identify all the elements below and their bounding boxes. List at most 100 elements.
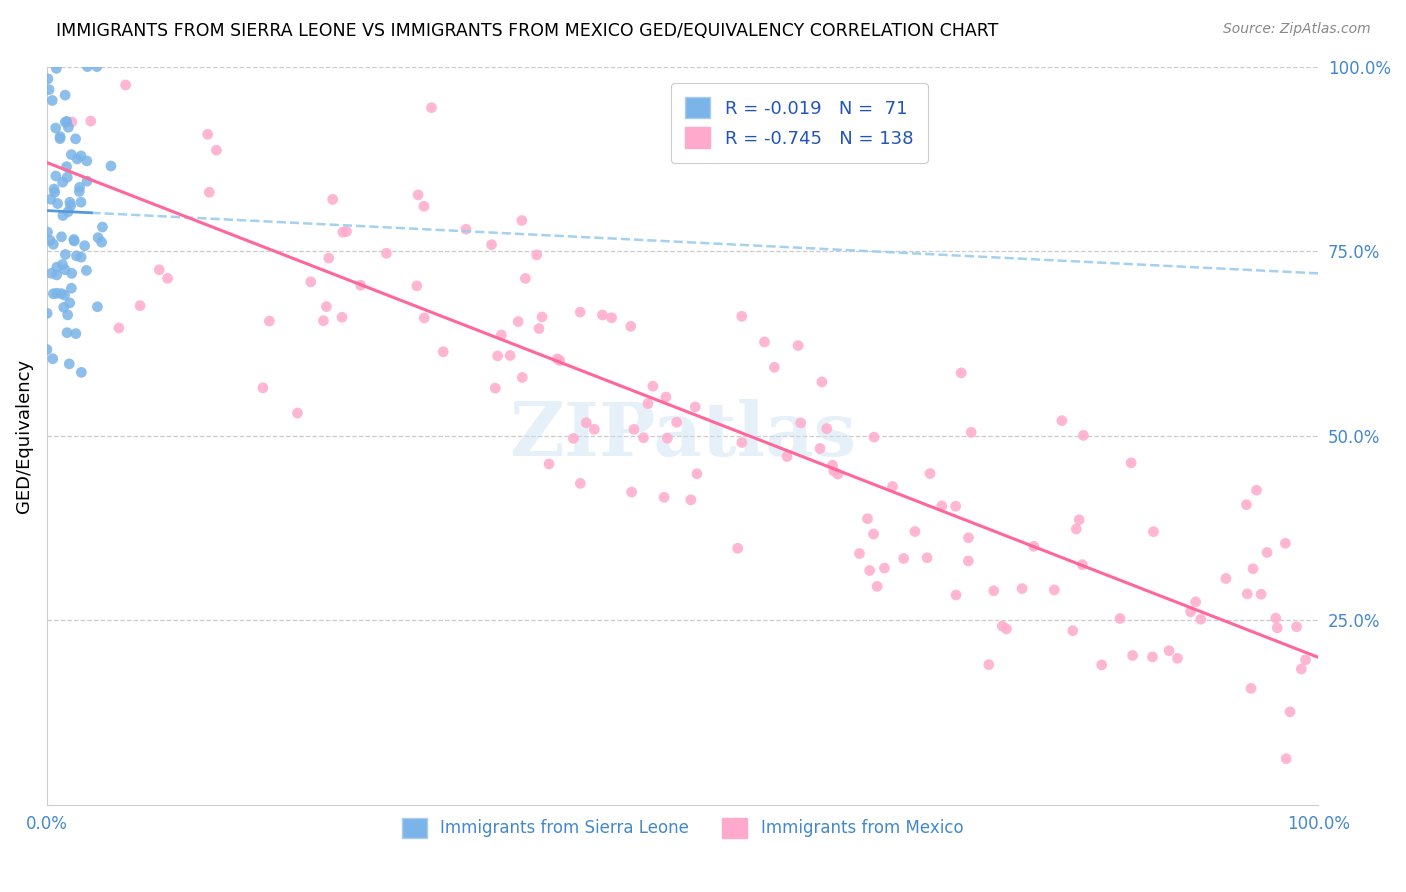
Point (950, 366, 973, 380)
Point (957, 554, 980, 568)
Point (76, 60, 98, 74)
Point (665, 415, 688, 429)
Point (863, 430, 886, 444)
Point (108, 321, 131, 335)
Point (1189, 612, 1212, 626)
Point (823, 464, 845, 478)
Point (652, 491, 675, 505)
Point (375, 246, 398, 260)
Point (1264, 611, 1286, 625)
Point (259, 314, 281, 328)
Point (56, 308, 79, 322)
Point (1274, 536, 1296, 550)
Point (1050, 414, 1073, 428)
Point (1236, 587, 1258, 601)
Point (882, 479, 904, 493)
Point (859, 564, 882, 578)
Point (600, 310, 623, 325)
Point (59, 198, 82, 212)
Point (1073, 428, 1095, 442)
Point (37, 225, 59, 239)
Point (413, 199, 436, 213)
Point (960, 425, 983, 440)
Point (53, 88, 76, 103)
Point (39, 233, 62, 247)
Point (508, 315, 530, 329)
Point (945, 588, 967, 602)
Point (1091, 657, 1114, 672)
Point (45, 62, 67, 76)
Point (1071, 558, 1094, 572)
Point (531, 310, 554, 324)
Point (546, 351, 568, 366)
Point (575, 416, 598, 430)
Point (114, 78, 136, 92)
Point (1157, 643, 1180, 657)
Point (315, 300, 337, 314)
Point (821, 458, 844, 472)
Point (510, 213, 533, 227)
Point (330, 310, 353, 325)
Point (1265, 621, 1288, 635)
Point (957, 531, 980, 545)
Point (60, 281, 83, 295)
Point (332, 225, 354, 239)
Point (39, 192, 62, 206)
Point (873, 561, 896, 575)
Point (1122, 648, 1144, 663)
Point (65, 326, 87, 341)
Point (633, 431, 655, 445)
Point (862, 527, 884, 541)
Point (811, 375, 834, 389)
Point (86, 300, 108, 314)
Point (55, 160, 77, 174)
Point (1062, 624, 1084, 638)
Point (76, 153, 98, 168)
Point (731, 310, 754, 324)
Point (46, 286, 69, 301)
Point (481, 237, 503, 252)
Point (49, 129, 72, 144)
Point (53, 247, 76, 261)
Point (683, 400, 706, 414)
Point (754, 334, 776, 349)
Point (808, 442, 831, 456)
Point (1241, 562, 1264, 576)
Point (945, 500, 967, 514)
Point (42, 351, 65, 366)
Point (1291, 662, 1313, 676)
Point (1142, 524, 1164, 539)
Point (893, 551, 915, 566)
Point (38, 82, 60, 96)
Point (1250, 587, 1272, 601)
Point (405, 278, 427, 293)
Point (59, 296, 82, 310)
Point (312, 313, 335, 327)
Point (335, 225, 357, 239)
Point (977, 657, 1000, 672)
Point (1234, 498, 1257, 512)
Point (983, 583, 1005, 598)
Point (45, 121, 67, 136)
Point (49, 131, 72, 145)
Point (318, 251, 340, 265)
Point (583, 422, 606, 436)
Point (591, 308, 613, 322)
Point (776, 450, 799, 464)
Point (1295, 653, 1317, 667)
Text: IMMIGRANTS FROM SIERRA LEONE VS IMMIGRANTS FROM MEXICO GED/EQUIVALENCY CORRELATI: IMMIGRANTS FROM SIERRA LEONE VS IMMIGRAN… (56, 22, 998, 40)
Point (53, 288, 76, 302)
Point (413, 310, 436, 325)
Point (70, 365, 93, 379)
Point (1215, 572, 1237, 586)
Point (73, 238, 96, 252)
Point (991, 619, 1014, 633)
Point (53, 262, 76, 277)
Point (299, 275, 322, 289)
Point (100, 159, 122, 173)
Point (915, 550, 938, 565)
Point (56, 204, 79, 219)
Point (349, 278, 371, 293)
Point (60, 266, 83, 280)
Point (58, 120, 80, 135)
